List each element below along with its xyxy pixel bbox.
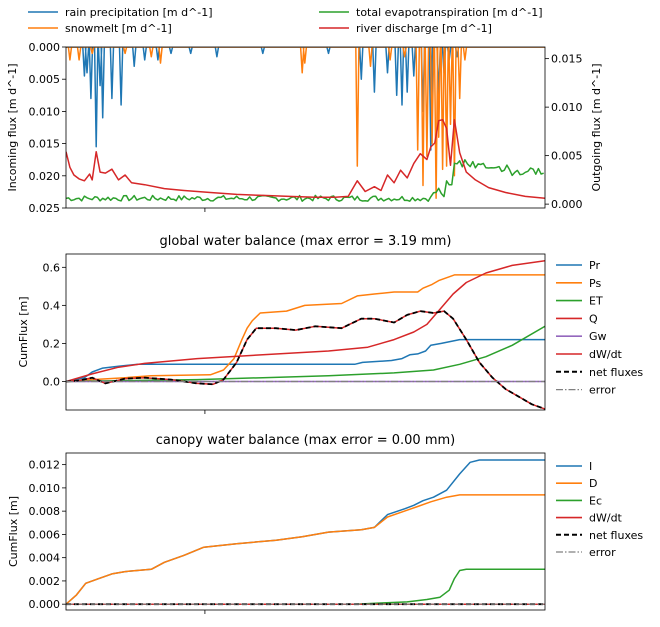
legend-label: net fluxes <box>589 529 643 542</box>
y-tick-label: 0.2 <box>43 337 61 350</box>
axes-frame <box>65 452 546 611</box>
y-axis-label: CumFlux [m] <box>17 296 30 367</box>
series-total-evapotranspiration-m-d-1 <box>66 159 544 202</box>
legend: Pr Ps ET Q Gw dW/dt net fluxes error <box>556 259 643 397</box>
legend: rain precipitation [m d^-1] snowmelt [m d… <box>28 6 543 35</box>
series-ec <box>66 568 545 605</box>
y2-tick-label: 0.015 <box>551 53 583 66</box>
y2-tick-label: 0.000 <box>551 198 583 211</box>
legend-label: dW/dt <box>589 348 623 361</box>
series-pr <box>66 338 545 383</box>
y-tick-label: 0.002 <box>29 575 61 588</box>
legend-label: error <box>589 384 616 397</box>
legend-label: rain precipitation [m d^-1] <box>65 6 213 19</box>
chart-title: global water balance (max error = 3.19 m… <box>160 234 452 249</box>
y-tick-label: 0.004 <box>29 552 61 565</box>
plot-area <box>66 459 545 606</box>
chart-title: canopy water balance (max error = 0.00 m… <box>156 433 456 448</box>
y-tick-label: 0.006 <box>29 528 61 541</box>
y-tick-label: 0.005 <box>29 73 61 86</box>
legend-label: Ec <box>589 494 602 507</box>
series-et <box>66 325 545 383</box>
legend-label: Gw <box>589 330 607 343</box>
y2-tick-label: 0.010 <box>551 101 583 114</box>
legend: ID Ec dW/dt net fluxes error <box>556 460 643 559</box>
panel-3: 0.000 0.002 0.004 0.006 0.008 0.010 0.012 CumFl… <box>7 433 643 614</box>
legend-label: I <box>589 460 592 473</box>
y-tick-label: 0.012 <box>29 459 61 472</box>
legend-label: error <box>589 546 616 559</box>
series-q <box>66 259 545 383</box>
axes-frame <box>65 46 546 209</box>
legend-label: Pr <box>589 259 600 272</box>
y-tick-label: 0.010 <box>29 105 61 118</box>
plot-area <box>66 47 545 202</box>
y-tick-label: 0.000 <box>29 598 61 611</box>
y-tick-label: 0.000 <box>29 41 61 54</box>
legend-label: ET <box>589 295 603 308</box>
panel-2: 0.0 0.2 0.4 0.6 CumFlux [m] global water bala… <box>17 234 643 414</box>
y-tick-label: 0.015 <box>29 138 61 151</box>
y-tick-label: 0.020 <box>29 170 61 183</box>
legend-label: net fluxes <box>589 366 643 379</box>
y-tick-label: 0.0 <box>43 375 61 388</box>
series-net-fluxes <box>66 310 545 410</box>
series-ps <box>66 274 545 383</box>
series-rain-precipitation-m-d-1 <box>66 47 545 151</box>
y-tick-label: 0.025 <box>29 202 61 215</box>
y-axis-label: Incoming flux [m d^-1] <box>6 63 19 191</box>
y-tick-label: 0.6 <box>43 261 61 274</box>
y-tick-label: 0.010 <box>29 482 61 495</box>
y-tick-label: 0.4 <box>43 299 61 312</box>
legend-label: snowmelt [m d^-1] <box>65 22 172 35</box>
y-axis-label: CumFlux [m] <box>7 496 20 567</box>
y2-axis-label: Outgoing flux [m d^-1] <box>590 63 603 191</box>
series-snowmelt-m-d-1 <box>66 47 545 200</box>
series-d <box>66 494 545 605</box>
legend-label: Ps <box>589 277 601 290</box>
axes-frame <box>65 253 546 411</box>
y-tick-label: 0.008 <box>29 505 61 518</box>
plot-area <box>66 259 545 410</box>
y2-tick-label: 0.005 <box>551 150 583 163</box>
series-i <box>66 459 545 605</box>
legend-label: dW/dt <box>589 512 623 525</box>
legend-label: river discharge [m d^-1] <box>356 22 492 35</box>
panel-1: 0.000 0.005 0.010 0.015 0.020 0.025 0.000 0.005… <box>6 6 603 215</box>
series-river-discharge-m-d-1 <box>66 118 545 200</box>
legend-label: Q <box>589 312 598 325</box>
legend-label: D <box>589 477 597 490</box>
legend-label: total evapotranspiration [m d^-1] <box>356 6 543 19</box>
